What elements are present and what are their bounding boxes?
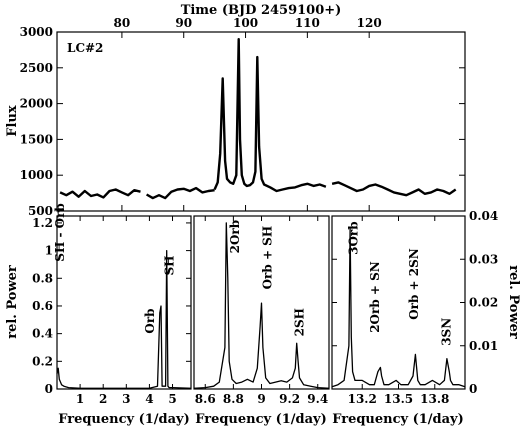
periodogram-1-frame xyxy=(56,215,192,390)
light-curve-y-tick-label: 1500 xyxy=(20,132,53,146)
light-curve-y-tick-label: 3000 xyxy=(20,25,53,39)
periodogram-1-y-tick-label: 1 xyxy=(45,244,53,258)
periodogram-3-ticks: 13.2 13.5 13.8 0 0.01 0.02 0.03 0.04 xyxy=(332,209,498,406)
periodogram-1-x-tick-label: 2 xyxy=(99,392,107,406)
periodogram-2-x-tick-label: 8.6 xyxy=(195,392,216,406)
light-curve-segment xyxy=(213,38,327,193)
periodogram-1-x-tick-label: 4 xyxy=(145,392,153,406)
periodogram-1-ticks: 1 2 3 4 5 0 0.2 0.4 0.6 0.8 1 1.2 xyxy=(32,216,191,406)
periodogram-3-annotation: 3SN xyxy=(440,318,454,346)
periodogram-1-y-tick-label: 0.4 xyxy=(32,327,53,341)
periodogram-3-y-tick-label: 0.03 xyxy=(469,252,498,266)
light-curve-x-tick-label: 90 xyxy=(175,16,192,30)
light-curve-segment xyxy=(59,188,141,199)
periodogram-1-x-axis-label: Frequency (1/day) xyxy=(58,412,190,427)
periodogram-1-y-tick-label: 0.2 xyxy=(32,354,53,368)
periodogram-2-ticks: 8.6 8.8 9 9.2 9.4 xyxy=(195,216,328,406)
light-curve-y-axis-label: Flux xyxy=(5,105,20,137)
periodogram-1-x-tick-label: 1 xyxy=(76,392,84,406)
light-curve-x-tick-label: 110 xyxy=(295,16,320,30)
periodogram-3-x-axis-label: Frequency (1/day) xyxy=(332,412,464,427)
periodogram-1-line xyxy=(56,249,192,389)
periodogram-3-x-tick-label: 13.2 xyxy=(348,392,377,406)
light-curve-x-tick-label: 120 xyxy=(357,16,382,30)
periodogram-3-data: 3Orb 2Orb + SN Orb + 2SN 3SN xyxy=(331,221,466,388)
periodogram-1-y-tick-label: 0.8 xyxy=(32,271,53,285)
periodogram-2-data: 2Orb Orb + SH 2SH xyxy=(193,220,330,389)
periodogram-1-y-axis-label: rel. Power xyxy=(5,265,20,339)
periodogram-2-x-tick-label: 9.2 xyxy=(279,392,300,406)
periodogram-1-y-tick-label: 0.6 xyxy=(32,299,53,313)
periodogram-3-x-tick-label: 13.5 xyxy=(384,392,413,406)
periodogram-2-x-axis-label: Frequency (1/day) xyxy=(195,412,327,427)
periodogram-1-x-tick-label: 3 xyxy=(122,392,130,406)
periodogram-3-y-tick-label: 0.01 xyxy=(469,339,498,353)
periodogram-3-annotation: Orb + 2SN xyxy=(407,248,421,320)
periodogram-2-x-tick-label: 8.8 xyxy=(223,392,244,406)
periodogram-1-x-tick-label: 5 xyxy=(168,392,176,406)
periodogram-1-annotation: SH - Orb xyxy=(53,203,67,262)
periodogram-3-annotation: 2Orb + SN xyxy=(368,261,382,333)
periodogram-2-x-tick-label: 9 xyxy=(257,392,265,406)
light-curve-y-tick-label: 2000 xyxy=(20,97,53,111)
periodogram-3-y-tick-label: 0.04 xyxy=(469,209,498,223)
light-curve-x-axis-label: Time (BJD 2459100+) xyxy=(181,3,342,18)
periodogram-2-line xyxy=(193,222,330,389)
light-curve-ticks: 80 90 100 110 120 500 1000 1500 2000 2500 3000 xyxy=(20,16,465,218)
light-curve-panel-label: LC#2 xyxy=(67,41,103,55)
periodogram-3-x-tick-label: 13.8 xyxy=(420,392,449,406)
periodogram-panel-3: 3Orb 2Orb + SN Orb + 2SN 3SN 13.2 13.5 13.8 0 0… xyxy=(331,209,520,406)
periodogram-2-annotation: Orb + SH xyxy=(260,226,274,290)
light-curve-y-tick-label: 500 xyxy=(28,204,53,218)
bottom-x-axis-labels: Frequency (1/day) Frequency (1/day) Freq… xyxy=(58,412,464,427)
light-curve-segment xyxy=(145,186,215,200)
light-curve-panel: 80 90 100 110 120 500 1000 1500 2000 2500 3000 Tim… xyxy=(5,3,466,218)
periodogram-panel-1: SH - Orb Orb SH 1 2 3 4 5 0 0.2 0.4 0.6 0.8 1 1.2 rel… xyxy=(5,203,192,406)
light-curve-y-tick-label: 2500 xyxy=(20,61,53,75)
periodogram-2-annotation: 2SH xyxy=(293,308,307,336)
periodogram-2-x-tick-label: 9.4 xyxy=(307,392,328,406)
light-curve-frame xyxy=(56,31,466,212)
periodogram-1-y-tick-label: 0 xyxy=(45,382,53,396)
periodogram-panel-2: 2Orb Orb + SH 2SH 8.6 8.8 9 9.2 9.4 xyxy=(193,215,330,406)
light-curve-segment xyxy=(331,181,457,197)
periodogram-3-y-tick-label: 0 xyxy=(469,382,477,396)
light-curve-y-tick-label: 1000 xyxy=(20,168,53,182)
periodogram-1-annotation: SH xyxy=(163,255,177,275)
periodogram-3-y-tick-label: 0.02 xyxy=(469,296,498,310)
periodogram-1-data: SH - Orb Orb SH xyxy=(53,203,192,389)
light-curve-x-tick-label: 80 xyxy=(114,16,131,30)
periodogram-2-annotation: 2Orb xyxy=(228,220,242,254)
periodogram-3-line xyxy=(331,228,466,388)
light-curve-x-tick-label: 100 xyxy=(233,16,258,30)
periodogram-3-annotation: 3Orb xyxy=(346,221,360,255)
light-curve-data xyxy=(59,38,457,200)
periodogram-1-annotation: Orb xyxy=(143,308,157,333)
periodogram-1-y-tick-label: 1.2 xyxy=(32,216,53,230)
periodogram-3-y-axis-label: rel. Power xyxy=(506,265,520,339)
